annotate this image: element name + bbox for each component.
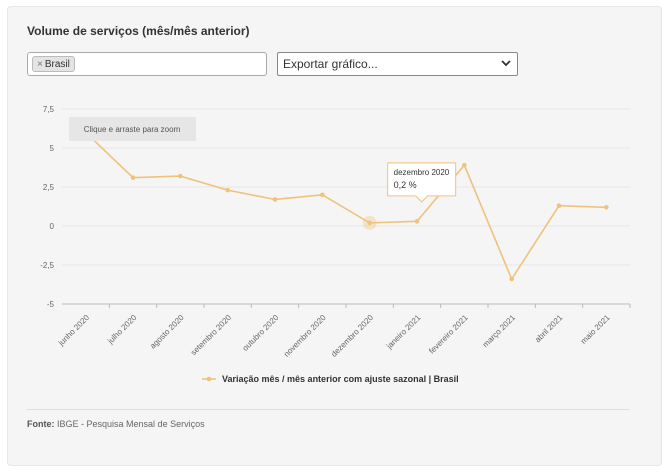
data-point[interactable] (367, 220, 372, 226)
data-point[interactable] (556, 203, 562, 209)
data-point[interactable] (414, 219, 420, 224)
data-point[interactable] (272, 197, 278, 202)
tooltip-title: dezembro 2020 (394, 168, 450, 177)
y-tick-label: -2,5 (40, 261, 54, 270)
data-point[interactable] (178, 173, 183, 179)
data-point[interactable] (130, 175, 136, 180)
series-line (85, 131, 607, 281)
chart-panel (7, 6, 662, 466)
data-point[interactable] (225, 187, 230, 193)
x-tick-label: março 2021 (481, 313, 518, 350)
source-text: IBGE - Pesquisa Mensal de Serviços (57, 419, 205, 429)
zoom-hint-text: Clique e arraste para zoom (84, 125, 181, 134)
source-note: Fonte: IBGE - Pesquisa Mensal de Serviço… (27, 419, 205, 429)
x-tick-label: abril 2021 (533, 313, 565, 345)
data-point[interactable] (320, 192, 325, 198)
legend-label[interactable]: Variação mês / mês anterior com ajuste s… (222, 374, 459, 384)
x-tick-label: novembro 2020 (282, 313, 328, 359)
y-tick-label: 5 (50, 144, 55, 153)
y-tick-label: 7,5 (43, 105, 55, 114)
close-icon[interactable]: × (37, 58, 43, 70)
data-point[interactable] (462, 162, 467, 168)
x-tick-label: setembro 2020 (189, 313, 233, 357)
y-tick-label: 2,5 (43, 183, 55, 192)
data-point[interactable] (509, 276, 514, 282)
data-point[interactable] (604, 204, 609, 210)
x-tick-label: julho 2020 (105, 313, 139, 347)
x-tick-label: dezembro 2020 (329, 313, 375, 359)
filter-tag-label: Brasil (44, 58, 70, 70)
location-filter-input[interactable]: × Brasil (27, 52, 267, 76)
legend-swatch-point (206, 376, 212, 382)
x-tick-label: outubro 2020 (241, 313, 281, 353)
x-tick-label: maio 2021 (579, 313, 612, 346)
source-label: Fonte: (27, 419, 55, 429)
filter-tag-brasil[interactable]: × Brasil (32, 56, 75, 72)
export-chart-select[interactable]: Exportar gráfico... (277, 52, 518, 76)
y-tick-label: 0 (50, 222, 55, 231)
zoom-hint-box (69, 117, 196, 141)
tooltip-box (387, 162, 457, 203)
export-select-label: Exportar gráfico... (283, 57, 378, 71)
y-tick-label: -5 (47, 300, 55, 309)
x-tick-label: fevereiro 2021 (427, 313, 470, 356)
x-tick-label: agosto 2020 (148, 313, 186, 351)
tooltip-value: 0,2 % (394, 180, 417, 190)
x-tick-label: junho 2020 (56, 313, 91, 348)
x-tick-label: janeiro 2021 (384, 313, 423, 352)
chevron-down-icon (501, 60, 511, 67)
divider (27, 409, 629, 410)
chart-title: Volume de serviços (mês/mês anterior) (27, 24, 250, 38)
